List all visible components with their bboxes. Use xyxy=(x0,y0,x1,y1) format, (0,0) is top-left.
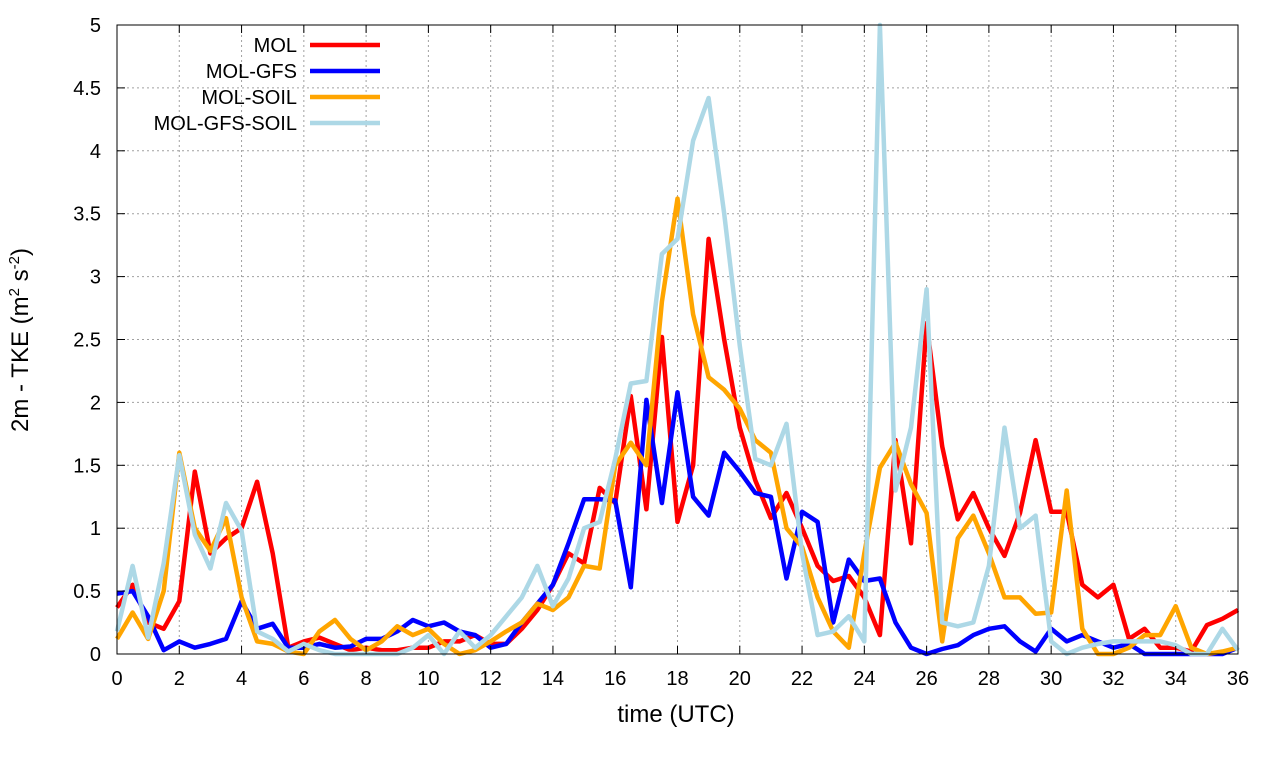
y-tick-label: 2 xyxy=(90,392,101,414)
y-tick-label: 0.5 xyxy=(73,581,101,603)
y-tick-label: 2.5 xyxy=(73,330,101,352)
x-tick-label: 4 xyxy=(236,668,247,690)
x-tick-label: 32 xyxy=(1102,668,1124,690)
x-tick-labels: 0 2 4 6 8 10 12 14 16 18 20 22 24 26 28 30 32 34 36 xyxy=(111,668,1249,690)
y-tick-label: 0 xyxy=(90,644,101,666)
y-tick-label: 4.5 xyxy=(73,78,101,100)
y-tick-label: 5 xyxy=(90,15,101,37)
series-line-mol xyxy=(115,236,1240,654)
legend-label: MOL xyxy=(254,35,297,57)
x-tick-label: 22 xyxy=(791,668,813,690)
x-tick-label: 30 xyxy=(1040,668,1062,690)
x-axis-title: time (UTC) xyxy=(617,701,734,728)
y-tick-label: 3.5 xyxy=(73,204,101,226)
x-tick-label: 12 xyxy=(480,668,502,690)
y-tick-labels: 0 0.5 1 1.5 2 2.5 3 3.5 4 4.5 5 xyxy=(73,15,101,666)
x-tick-label: 6 xyxy=(298,668,309,690)
x-tick-label: 34 xyxy=(1165,668,1187,690)
x-tick-label: 14 xyxy=(542,668,564,690)
y-tick-label: 1.5 xyxy=(73,455,101,477)
x-tick-label: 8 xyxy=(361,668,372,690)
x-tick-label: 16 xyxy=(604,668,626,690)
legend-label: MOL-GFS-SOIL xyxy=(154,113,297,135)
legend-label: MOL-GFS xyxy=(206,61,297,83)
x-tick-label: 20 xyxy=(729,668,751,690)
axis-ticks xyxy=(116,24,1239,655)
x-tick-label: 26 xyxy=(915,668,937,690)
y-tick-label: 4 xyxy=(90,141,101,163)
x-tick-label: 18 xyxy=(666,668,688,690)
legend: MOL MOL-GFS MOL-SOIL MOL-GFS-SOIL xyxy=(154,35,380,135)
y-tick-label: 1 xyxy=(90,518,101,540)
y-axis-title: 2m - TKE (m2 s-2) xyxy=(6,248,34,432)
x-tick-label: 0 xyxy=(111,668,122,690)
series-line-mol-gfs-soil xyxy=(114,22,1240,657)
x-tick-label: 2 xyxy=(174,668,185,690)
y-tick-label: 3 xyxy=(90,267,101,289)
legend-label: MOL-SOIL xyxy=(201,87,297,109)
x-tick-label: 36 xyxy=(1227,668,1249,690)
x-tick-label: 10 xyxy=(417,668,439,690)
x-tick-label: 28 xyxy=(978,668,1000,690)
series-lines xyxy=(114,22,1240,657)
x-tick-label: 24 xyxy=(853,668,875,690)
